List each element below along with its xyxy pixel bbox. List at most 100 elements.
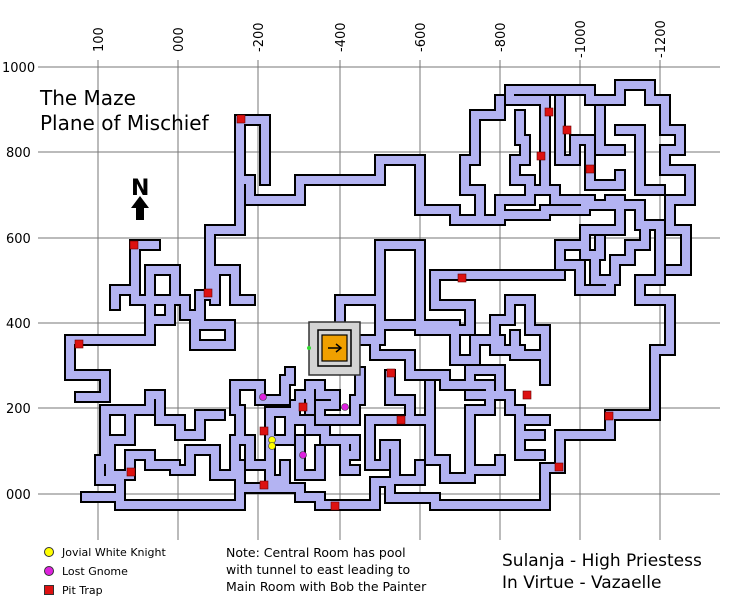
y-tick-label: 1000 xyxy=(2,61,35,76)
corridor xyxy=(296,436,324,479)
corridor xyxy=(146,96,504,324)
corridor xyxy=(516,431,544,459)
corridor xyxy=(66,241,174,401)
pit-trap-marker xyxy=(330,501,340,511)
pit-trap-marker xyxy=(554,462,564,472)
corridor xyxy=(266,436,289,484)
pit-trap-marker xyxy=(203,288,213,298)
lost-gnome-marker xyxy=(341,403,349,411)
legend-item-knight: Jovial White Knight xyxy=(44,543,166,561)
y-tick-labels: 1000 800 600 400 200 000 xyxy=(2,61,35,503)
pit-trap-marker xyxy=(386,368,396,378)
corridor xyxy=(126,391,224,439)
corridor xyxy=(451,381,504,474)
x-tick-label: -800 xyxy=(494,22,509,52)
map-note: Note: Central Room has pool with tunnel … xyxy=(226,544,426,595)
compass-label: N xyxy=(131,176,149,201)
pit-trap-marker xyxy=(536,151,546,161)
corridor-wall xyxy=(364,414,416,486)
pit-trap-marker xyxy=(457,273,467,283)
x-tick-label: -1000 xyxy=(574,20,589,58)
pit-trap-marker xyxy=(585,164,595,174)
x-tick-label: 000 xyxy=(172,27,187,52)
corridor xyxy=(386,371,434,424)
maze-corridors xyxy=(66,81,694,509)
pit-trap-marker xyxy=(604,411,614,421)
x-tick-label: -200 xyxy=(252,22,267,52)
pit-trap-marker xyxy=(126,467,136,477)
corridor xyxy=(351,368,364,424)
corridor xyxy=(356,336,504,389)
legend-label: Pit Trap xyxy=(62,583,103,597)
note-line: Note: Central Room has pool xyxy=(226,545,406,560)
corridor xyxy=(211,266,254,304)
map-credit: Sulanja - High Priestess In Virtue - Vaz… xyxy=(502,550,702,594)
pit-trap-marker xyxy=(129,240,139,250)
legend-item-gnome: Lost Gnome xyxy=(44,562,128,580)
gnome-marker-icon xyxy=(44,566,54,576)
pit-traps xyxy=(74,107,614,511)
note-line: Main Room with Bob the Painter xyxy=(226,579,427,594)
y-tick-label: 000 xyxy=(6,488,31,503)
x-tick-label: -400 xyxy=(334,22,349,52)
x-tick-labels: 100 000 -200 -400 -600 -800 -1000 -1200 xyxy=(92,20,669,58)
pit-trap-marker xyxy=(74,339,84,349)
corridor xyxy=(596,106,624,154)
corridor xyxy=(376,241,564,334)
note-line: with tunnel to east leading to xyxy=(226,562,411,577)
corridor xyxy=(266,391,304,416)
corridor xyxy=(296,381,359,424)
tunnel-arrow-icon xyxy=(328,343,343,353)
corridor xyxy=(491,296,534,354)
jovial-white-knight-marker xyxy=(268,442,276,450)
corridor xyxy=(581,196,649,284)
pit-trap-marker-icon xyxy=(44,585,54,595)
corridor xyxy=(341,451,359,474)
north-arrow-icon: N xyxy=(131,176,149,220)
corridor xyxy=(516,406,549,424)
corridor xyxy=(111,286,134,309)
map-subtitle: Plane of Mischief xyxy=(40,111,209,135)
corridor xyxy=(511,296,549,359)
pit-trap-marker xyxy=(259,426,269,436)
pit-trap-marker xyxy=(562,125,572,135)
corridor xyxy=(82,81,694,509)
x-tick-label: -1200 xyxy=(654,20,669,58)
corridor xyxy=(366,416,414,484)
y-tick-label: 800 xyxy=(6,146,31,161)
corridor xyxy=(356,321,524,364)
central-room xyxy=(307,321,361,376)
corridor xyxy=(476,111,534,224)
knight-marker-icon xyxy=(44,547,54,557)
corridor xyxy=(496,206,589,224)
legend-label: Jovial White Knight xyxy=(62,545,166,559)
corridor xyxy=(391,461,424,484)
pit-trap-marker xyxy=(259,480,269,490)
pit-trap-marker xyxy=(236,114,246,124)
y-tick-label: 400 xyxy=(6,317,31,332)
pit-trap-marker xyxy=(396,415,406,425)
legend-item-pit-trap: Pit Trap xyxy=(44,581,103,599)
lost-gnome-marker xyxy=(259,393,267,401)
credit-line: Sulanja - High Priestess xyxy=(502,551,702,571)
credit-line: In Virtue - Vazaelle xyxy=(502,573,662,593)
pit-trap-marker xyxy=(298,402,308,412)
entrance-marker xyxy=(307,346,311,350)
legend-label: Lost Gnome xyxy=(62,564,128,578)
corridor xyxy=(266,408,359,459)
pit-trap-marker xyxy=(522,390,532,400)
lost-gnome-marker xyxy=(299,451,307,459)
corridor xyxy=(616,126,644,154)
y-tick-label: 600 xyxy=(6,232,31,247)
pit-trap-marker xyxy=(544,107,554,117)
x-tick-label: -600 xyxy=(414,22,429,52)
y-tick-label: 200 xyxy=(6,402,31,417)
x-tick-label: 100 xyxy=(92,27,107,52)
npc-markers xyxy=(259,393,349,459)
corridor xyxy=(231,368,294,444)
corridor xyxy=(426,381,474,482)
map-title: The Maze xyxy=(40,86,136,110)
corridor xyxy=(336,241,384,329)
